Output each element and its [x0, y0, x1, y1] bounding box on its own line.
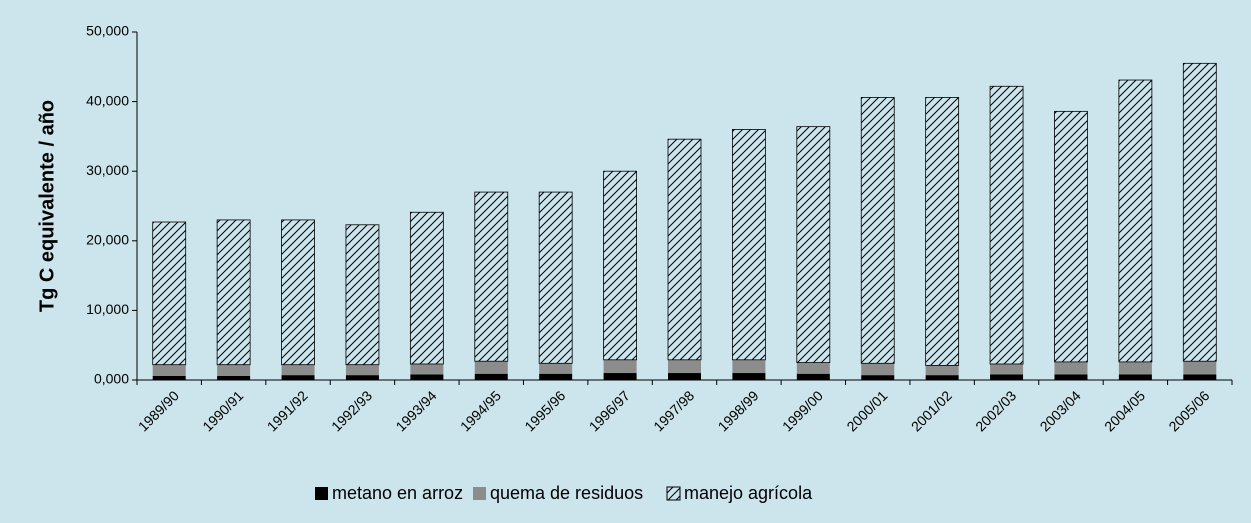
bar-segment	[474, 361, 508, 374]
bar-segment	[925, 365, 959, 376]
bar-segment	[989, 85, 1024, 365]
bar-segment	[732, 129, 766, 361]
bar-segment	[1183, 361, 1217, 375]
bar-segment	[667, 138, 702, 361]
y-tick-label: 40,000	[86, 92, 129, 108]
bar-segment	[410, 363, 444, 375]
bar-segment	[345, 364, 379, 376]
y-tick-label: 0,000	[94, 371, 129, 387]
bar-segment	[732, 373, 766, 380]
bar-segment	[668, 359, 701, 374]
bar-segment	[539, 373, 573, 380]
bar-segment	[152, 364, 186, 376]
bar-segment	[345, 375, 379, 380]
bar-segment	[409, 211, 444, 365]
bar-segment	[1054, 361, 1088, 375]
bar-segment	[538, 191, 573, 364]
bar-segment	[410, 374, 444, 380]
bar-segment	[217, 375, 251, 380]
bar-segment	[990, 374, 1024, 380]
bar-segment	[861, 363, 895, 376]
bar-segment	[796, 126, 831, 363]
y-tick-label: 10,000	[86, 301, 129, 317]
legend-label: metano en arroz	[332, 483, 463, 503]
bar-segment	[603, 170, 637, 361]
bar-segment	[216, 219, 251, 366]
bar-segment	[925, 375, 959, 380]
bar-segment	[474, 191, 509, 362]
bar-segment	[345, 224, 380, 366]
bar-segment	[796, 362, 830, 374]
bar-segment	[1183, 374, 1217, 380]
y-axis-label: Tg C equivalente / año	[36, 100, 58, 312]
bar-segment	[1054, 110, 1088, 363]
bar-segment	[796, 373, 830, 380]
bar-segment	[152, 221, 187, 366]
bar-segment	[732, 359, 766, 374]
legend-label: manejo agrícola	[684, 483, 813, 503]
bar-segment	[217, 364, 251, 376]
bar-segment	[1118, 79, 1153, 363]
bar-segment	[603, 359, 637, 374]
y-tick-label: 20,000	[86, 232, 129, 248]
bar-segment	[474, 373, 508, 380]
bar-segment	[990, 363, 1024, 375]
bar-segment	[668, 373, 701, 380]
bar-segment	[1118, 361, 1152, 375]
legend-swatch	[315, 487, 328, 500]
legend-swatch	[666, 486, 681, 501]
bar-segment	[1182, 62, 1217, 362]
legend-swatch	[473, 487, 486, 500]
bar-segment	[925, 97, 960, 366]
bar-segment	[539, 363, 573, 374]
bar-segment	[861, 375, 895, 380]
bar-segment	[281, 364, 315, 376]
bar-segment	[152, 375, 186, 380]
bar-segment	[281, 375, 315, 380]
legend-label: quema de residuos	[490, 483, 643, 503]
y-tick-label: 50,000	[86, 23, 129, 39]
bar-segment	[603, 373, 637, 380]
bar-segment	[860, 97, 895, 364]
bar-segment	[1054, 374, 1088, 380]
bar-segment	[281, 219, 315, 366]
y-tick-label: 30,000	[86, 162, 129, 178]
bar-segment	[1118, 374, 1152, 380]
